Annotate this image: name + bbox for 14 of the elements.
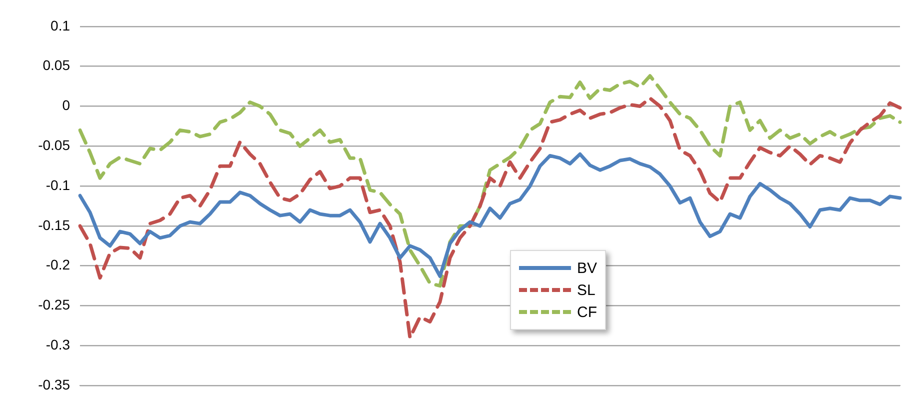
y-tick-label: -0.2 (46, 256, 70, 273)
y-tick-label: 0.1 (50, 17, 70, 34)
y-tick-label: -0.25 (38, 296, 70, 313)
legend-label: CF (577, 304, 597, 320)
y-tick-label: -0.3 (46, 336, 70, 353)
y-tick-label: -0.35 (38, 376, 70, 392)
y-tick-label: -0.1 (46, 176, 70, 193)
y-tick-label: 0 (62, 97, 70, 114)
legend-label: BV (577, 260, 598, 276)
y-tick-label: -0.15 (38, 216, 70, 233)
legend-label: SL (577, 282, 596, 298)
line-series (78, 96, 902, 340)
y-tick-label: -0.05 (38, 136, 70, 153)
y-tick-label: 0.05 (42, 57, 70, 74)
